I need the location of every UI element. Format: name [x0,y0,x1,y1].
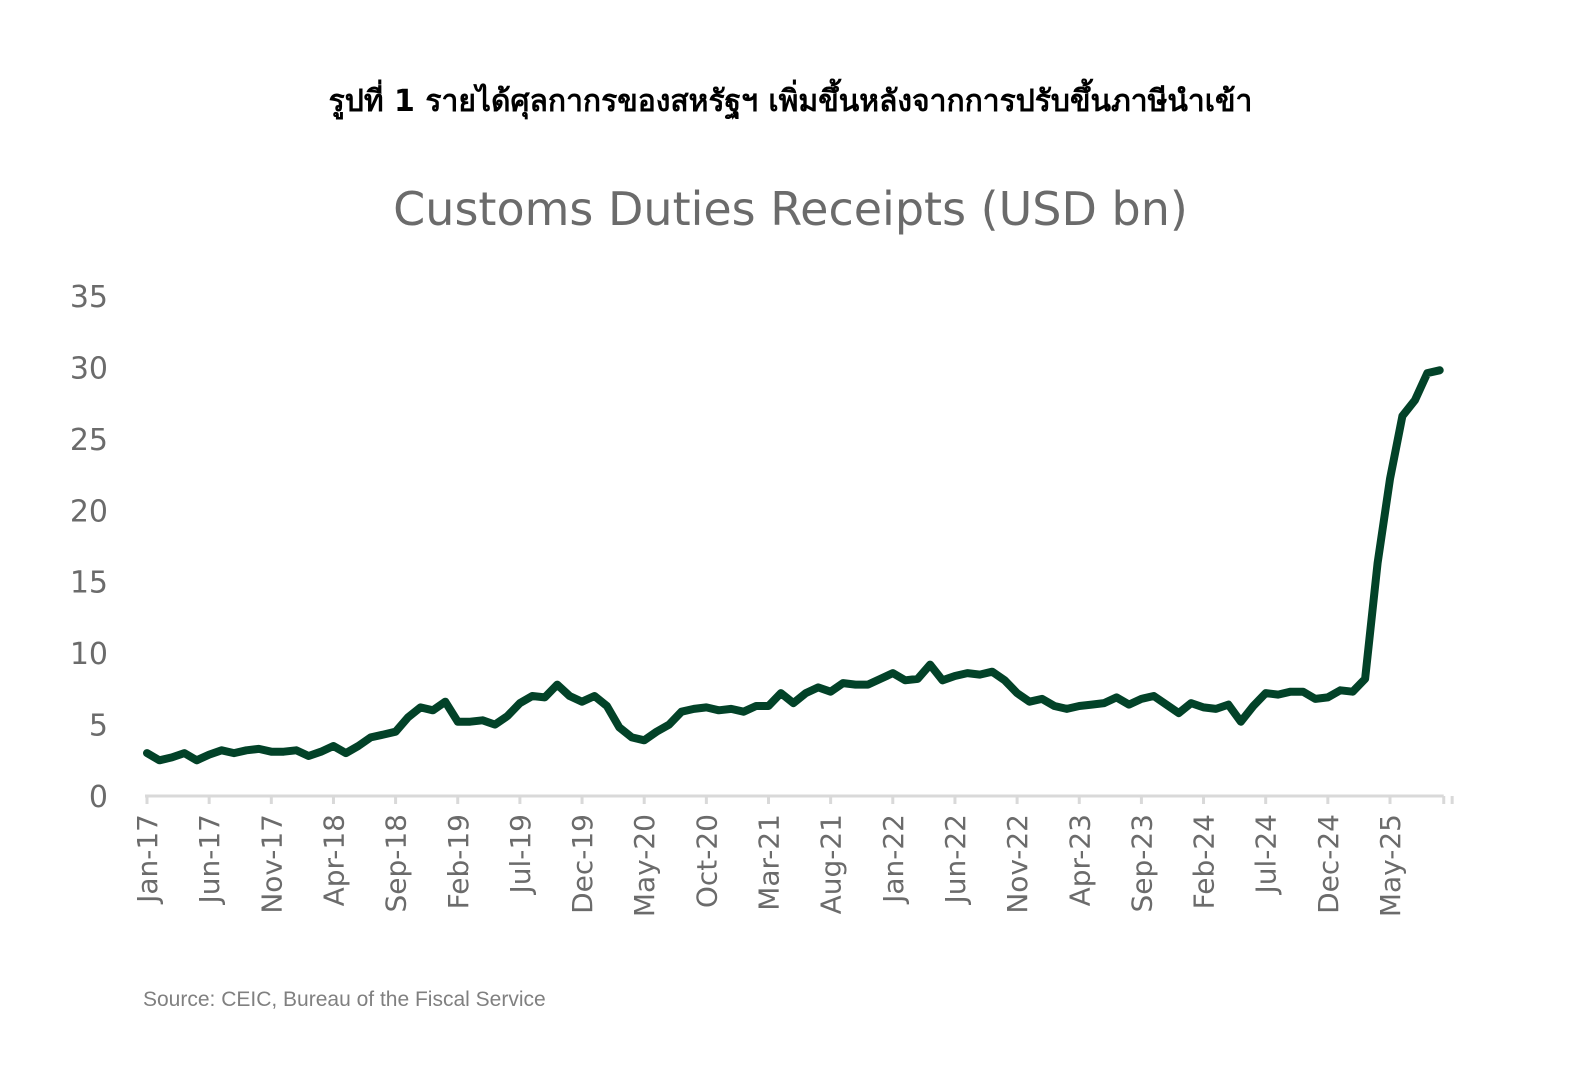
y-tick-label: 10 [70,637,108,672]
x-tick-label: Jun-17 [193,814,226,905]
x-tick-label: Sep-23 [1125,814,1158,913]
x-tick-label: Mar-21 [753,814,786,911]
x-tick-label: Sep-18 [380,814,413,913]
y-tick-label: 0 [89,780,108,815]
x-tick-label: Jul-19 [504,814,537,896]
x-tick-label: Feb-24 [1188,814,1221,909]
x-tick-label: Jan-17 [131,814,164,905]
x-tick-label: Dec-19 [566,814,599,914]
chart-title: Customs Duties Receipts (USD bn) [393,182,1188,236]
x-tick-label: Jul-24 [1250,814,1283,896]
y-tick-label: 25 [70,423,108,458]
series-line-customs-duties [143,366,1444,765]
source-note: Source: CEIC, Bureau of the Fiscal Servi… [143,988,546,1011]
x-tick-label: Apr-23 [1063,814,1096,906]
x-tick-label: Aug-21 [815,814,848,914]
x-tick-label: Oct-20 [690,814,723,908]
x-tick-label: Nov-22 [1001,814,1034,914]
x-tick-label: Dec-24 [1312,814,1345,914]
x-tick-label: Jan-22 [877,814,910,905]
y-tick-label: 20 [70,494,108,529]
x-tick-label: Nov-17 [255,814,288,914]
x-tick-label: May-25 [1374,814,1407,917]
y-tick-label: 30 [70,351,108,386]
y-tick-label: 35 [70,280,108,315]
x-tick-label: Apr-18 [317,814,350,906]
y-tick-label: 5 [89,709,108,744]
x-tick-label: Feb-19 [442,814,475,909]
figure-title: รูปที่ 1 รายได้ศุลกากรของสหรัฐฯ เพิ่มขึ้… [328,84,1253,119]
x-tick-label: May-20 [628,814,661,917]
y-tick-label: 15 [70,566,108,601]
x-tick-label: Jun-22 [939,814,972,905]
